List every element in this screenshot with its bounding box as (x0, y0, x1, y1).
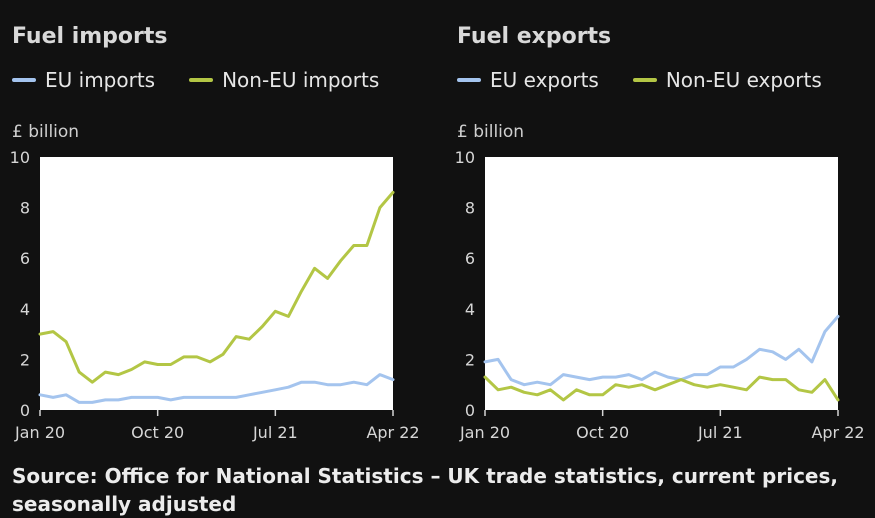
series-line-eu-exports (483, 314, 840, 387)
x-tick-label: Jul 21 (697, 423, 743, 442)
series-line-non-eu-imports (38, 190, 395, 384)
legend-label-eu-imports: EU imports (45, 68, 156, 92)
y-tick-label: 4 (465, 300, 475, 319)
imports-legend: EU imports Non-EU imports (12, 68, 413, 92)
y-tick-label: 6 (465, 249, 475, 268)
x-tick-label: Apr 22 (366, 423, 419, 442)
eu-imports-swatch (12, 78, 36, 82)
y-tick-label: 2 (20, 350, 30, 369)
x-tick-label: Oct 20 (131, 423, 184, 442)
y-tick-label: 2 (465, 350, 475, 369)
exports-unit-label: £ billion (457, 122, 525, 142)
series-line-non-eu-exports (483, 375, 840, 402)
x-tick-label: Jan 20 (14, 423, 65, 442)
legend-eu-imports: EU imports (12, 68, 155, 92)
y-tick-label: 10 (455, 148, 475, 167)
x-tick-label: Jul 21 (252, 423, 298, 442)
y-tick-label: 8 (20, 199, 30, 218)
noneu-exports-swatch (632, 78, 657, 82)
y-tick-label: 0 (465, 401, 475, 420)
exports-title: Fuel exports (457, 24, 612, 49)
y-tick-label: 10 (10, 148, 30, 167)
x-tick-label: Oct 20 (576, 423, 629, 442)
fuel-imports-chart: 0 2 4 6 8 10 Jan 20 Oct 20 Jul 21 Apr 22 (10, 148, 420, 442)
legend-noneu-exports: Non-EU exports (632, 68, 822, 92)
source-note: Source: Office for National Statistics –… (12, 464, 838, 516)
imports-unit-label: £ billion (12, 122, 80, 142)
legend-label-eu-exports: EU exports (490, 68, 599, 92)
fuel-exports-chart: 0 2 4 6 8 10 Jan 20 Oct 20 Jul 21 Apr 22 (455, 148, 865, 442)
y-tick-label: 6 (20, 249, 30, 268)
y-tick-label: 4 (20, 300, 30, 319)
eu-exports-swatch (457, 78, 481, 82)
y-tick-label: 8 (465, 199, 475, 218)
noneu-imports-swatch (189, 78, 214, 82)
x-tick-label: Jan 20 (459, 423, 510, 442)
plot-area-1 (485, 157, 838, 410)
legend-noneu-imports: Non-EU imports (189, 68, 379, 92)
legend-label-noneu-imports: Non-EU imports (222, 68, 380, 92)
legend-eu-exports: EU exports (457, 68, 599, 92)
imports-title: Fuel imports (12, 24, 168, 49)
x-tick-label: Apr 22 (811, 423, 864, 442)
y-tick-label: 0 (20, 401, 30, 420)
legend-label-noneu-exports: Non-EU exports (665, 68, 822, 92)
series-line-eu-imports (38, 373, 395, 404)
exports-legend: EU exports Non-EU exports (457, 68, 856, 92)
plot-area-0 (40, 157, 393, 410)
